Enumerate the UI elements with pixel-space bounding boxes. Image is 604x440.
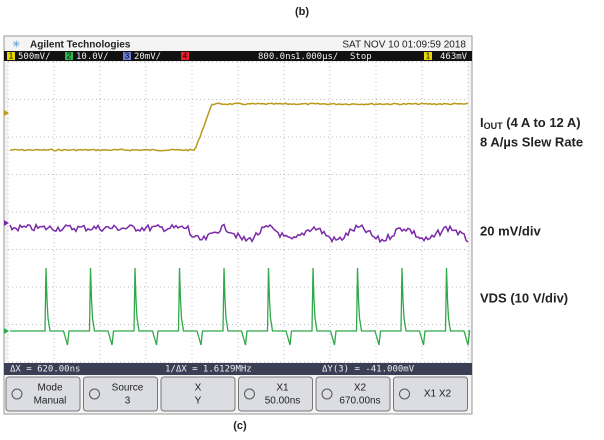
annotation: 8 A/µs Slew Rate [480, 134, 583, 149]
softkey-value: 670.00ns [339, 396, 380, 407]
annotation: IOUT (4 A to 12 A) [480, 115, 581, 131]
softkey-value: Y [195, 396, 202, 407]
channel-num: 4 [183, 52, 188, 61]
measure-dx: ΔX = 620.00ns [10, 365, 80, 375]
status-time-scale: 1.000µs/ [295, 52, 338, 62]
channel-scale: 500mV/ [18, 52, 51, 62]
status-bar [4, 51, 472, 61]
softkey-label: Mode [37, 383, 62, 394]
figure-label: (b) [295, 6, 309, 18]
softkey-label: X1 X2 [424, 389, 452, 400]
softkey-value: Manual [34, 396, 67, 407]
measure-inv-dx: 1/ΔX = 1.6129MHz [165, 365, 252, 375]
channel-num: 3 [125, 52, 130, 61]
brand: Agilent Technologies [30, 40, 131, 51]
softkey-label: X [195, 383, 202, 394]
trigger-channel: 1 [426, 52, 431, 61]
softkey-value: 50.00ns [265, 396, 301, 407]
annotation: (4 A to 12 A) [503, 115, 581, 130]
page: (b) ✳ Agilent Technologies SAT NOV 10 01… [0, 0, 604, 435]
annotation: 20 mV/div [480, 223, 541, 238]
measure-dy: ΔY(3) = -41.000mV [322, 365, 415, 375]
logo: ✳ [12, 40, 20, 51]
softkey-label: Source [112, 383, 144, 394]
channel-num: 1 [9, 52, 14, 61]
datetime: SAT NOV 10 01:09:59 2018 [342, 40, 466, 51]
annotation: OUT [484, 121, 504, 131]
channel-num: 2 [67, 52, 72, 61]
annotation: VDS (10 V/div) [480, 290, 568, 305]
status-time-offset: 800.0ns [258, 52, 296, 62]
channel-scale: 10.0V/ [76, 52, 109, 62]
softkey-label: X2 [354, 383, 367, 394]
status-run-state: Stop [350, 52, 372, 62]
figure-label: (c) [233, 420, 247, 432]
status-trigger-level: 463mV [440, 52, 468, 62]
softkey-label: X1 [276, 383, 289, 394]
softkey-value: 3 [125, 396, 131, 407]
channel-scale: 20mV/ [134, 52, 161, 62]
